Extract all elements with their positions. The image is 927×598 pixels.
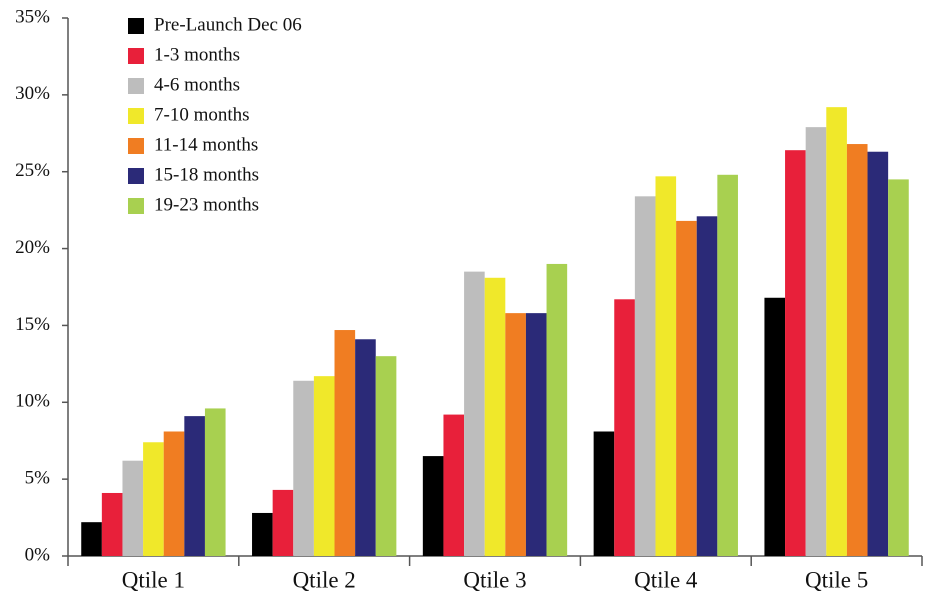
bar xyxy=(355,339,376,556)
bar xyxy=(785,150,806,557)
bar xyxy=(313,376,335,556)
bar xyxy=(272,489,294,556)
x-tick-label: Qtile 1 xyxy=(122,567,185,592)
bar xyxy=(184,416,205,556)
x-tick-label: Qtile 2 xyxy=(293,567,356,592)
x-tick-label: Qtile 5 xyxy=(805,567,868,592)
bar xyxy=(676,220,697,556)
bar xyxy=(614,299,635,556)
y-tick-label: 20% xyxy=(15,237,50,258)
legend-swatch xyxy=(128,198,144,214)
bar xyxy=(546,263,568,556)
bar xyxy=(464,271,485,556)
bar xyxy=(252,512,273,556)
bar xyxy=(764,297,786,556)
bar xyxy=(696,216,718,556)
bar xyxy=(443,414,465,556)
legend-swatch xyxy=(128,78,144,94)
legend-label: 19-23 months xyxy=(154,194,259,215)
legend-label: 1-3 months xyxy=(154,44,240,65)
bar xyxy=(846,144,868,556)
legend-label: 15-18 months xyxy=(154,164,259,185)
bar xyxy=(484,277,506,556)
bar xyxy=(422,456,444,556)
bar xyxy=(593,431,615,556)
bar xyxy=(505,313,526,556)
bar xyxy=(204,408,226,556)
x-tick-label: Qtile 4 xyxy=(634,567,698,592)
bar xyxy=(163,431,185,556)
bar xyxy=(655,176,677,556)
bar xyxy=(143,442,164,556)
legend-swatch xyxy=(128,108,144,124)
bar xyxy=(888,179,909,556)
legend-swatch xyxy=(128,138,144,154)
legend-swatch xyxy=(128,18,144,34)
bar xyxy=(826,107,847,556)
legend-label: 4-6 months xyxy=(154,74,240,95)
bar xyxy=(634,196,656,556)
x-tick-label: Qtile 3 xyxy=(463,567,526,592)
bar xyxy=(375,356,397,556)
legend-swatch xyxy=(128,168,144,184)
y-tick-label: 0% xyxy=(25,544,51,565)
bar xyxy=(81,522,102,556)
legend-label: Pre-Launch Dec 06 xyxy=(154,14,302,35)
y-tick-label: 30% xyxy=(15,83,50,104)
legend-label: 11-14 months xyxy=(154,134,258,155)
y-tick-label: 25% xyxy=(15,160,50,181)
bar xyxy=(525,313,547,556)
legend-label: 7-10 months xyxy=(154,104,250,125)
bar xyxy=(101,492,123,556)
y-tick-label: 15% xyxy=(15,314,50,335)
y-tick-label: 35% xyxy=(15,6,50,27)
legend-swatch xyxy=(128,48,144,64)
bar xyxy=(334,330,356,556)
bar xyxy=(717,174,738,556)
y-tick-label: 5% xyxy=(25,468,51,489)
bar xyxy=(293,380,314,556)
y-tick-label: 10% xyxy=(15,391,50,412)
bar xyxy=(805,127,827,556)
bar xyxy=(122,460,144,556)
bar xyxy=(867,151,889,556)
